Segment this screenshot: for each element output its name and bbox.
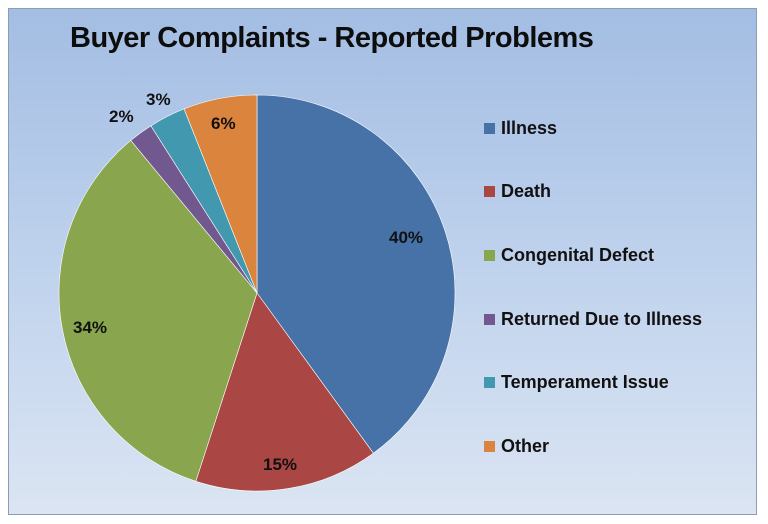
pie-slice-death [195, 292, 374, 492]
legend-item-death: Death [484, 179, 551, 203]
chart-title: Buyer Complaints - Reported Problems [70, 22, 594, 54]
data-label-other: 6% [211, 114, 236, 133]
legend-swatch-icon [484, 376, 495, 388]
legend-swatch-icon [484, 122, 495, 134]
legend-swatch-icon [484, 185, 495, 197]
legend-swatch-icon [484, 313, 495, 325]
data-label-returned: 2% [109, 107, 134, 126]
legend-item-congenital-defect: Congenital Defect [484, 243, 654, 267]
legend-swatch-icon [484, 440, 495, 452]
legend-item-illness: Illness [484, 116, 557, 140]
data-label-death: 15% [263, 455, 298, 474]
pie-slice-illness [256, 94, 456, 454]
legend-item-temperament: Temperament Issue [484, 370, 669, 394]
legend-item-other: Other [484, 434, 549, 458]
pie-slice-congenital-defect [58, 140, 258, 482]
pie-slice-other [183, 94, 258, 294]
data-label-illness: 40% [389, 228, 424, 247]
legend-item-returned: Returned Due to Illness [484, 307, 702, 331]
data-label-temperament: 3% [146, 90, 171, 109]
data-label-congenital-defect: 34% [73, 318, 108, 337]
legend-swatch-icon [484, 249, 495, 261]
